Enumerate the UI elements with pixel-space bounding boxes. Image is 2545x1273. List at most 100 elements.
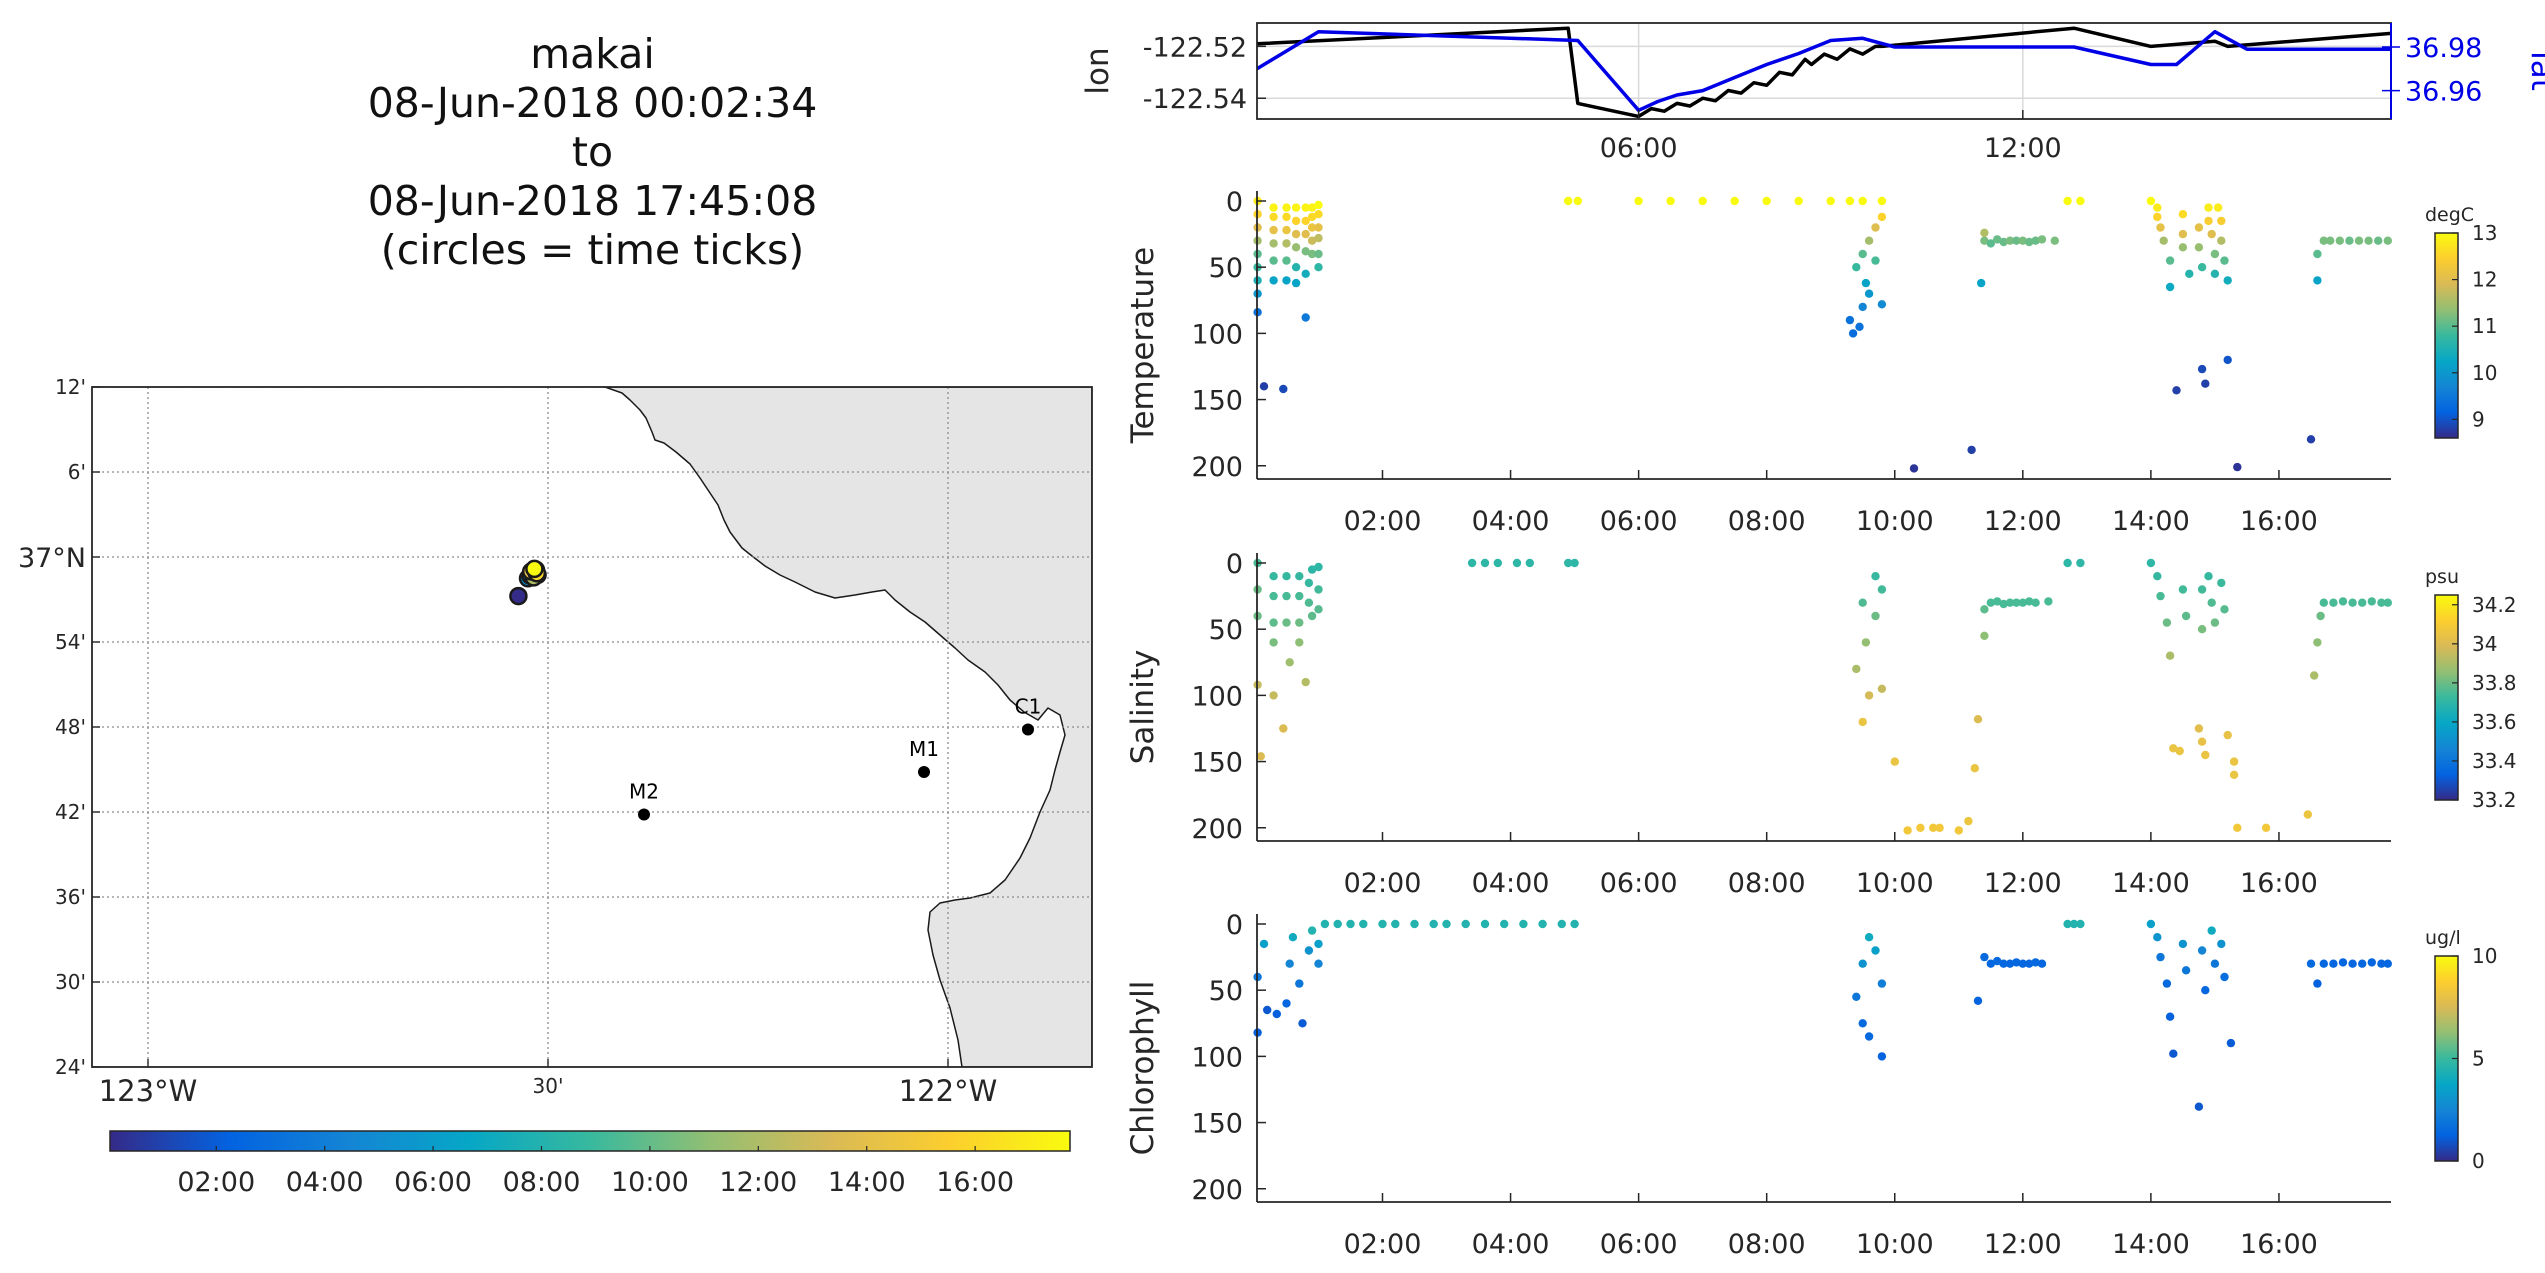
data-point bbox=[2383, 598, 2392, 607]
map-lat-label: 42' bbox=[55, 800, 86, 824]
lon-tick-label: -122.54 bbox=[1143, 84, 1247, 115]
x-tick-label: 02:00 bbox=[1344, 1229, 1422, 1260]
data-point bbox=[2226, 1038, 2236, 1048]
data-point bbox=[2025, 597, 2034, 606]
data-point bbox=[2383, 959, 2392, 968]
data-point bbox=[1256, 752, 1266, 761]
data-point bbox=[2207, 229, 2216, 239]
data-point bbox=[1429, 919, 1438, 929]
x-tick-label: 08:00 bbox=[1728, 506, 1806, 537]
data-point bbox=[1314, 263, 1323, 272]
data-point bbox=[2044, 597, 2053, 606]
time-colorbar-label: 12:00 bbox=[719, 1167, 797, 1198]
x-tick-label: 16:00 bbox=[2240, 868, 2318, 899]
station-label-C1: C1 bbox=[1015, 695, 1042, 719]
time-colorbar bbox=[109, 1130, 1071, 1152]
data-point bbox=[2194, 243, 2204, 252]
data-point bbox=[2220, 605, 2229, 614]
data-point bbox=[2358, 959, 2367, 968]
salinity-section-points bbox=[1253, 558, 2392, 835]
colorbar-tick-label: 34 bbox=[2472, 632, 2497, 656]
data-point bbox=[2194, 724, 2204, 733]
map-lat-label: 54' bbox=[55, 630, 86, 654]
data-point bbox=[1291, 278, 1301, 288]
data-point bbox=[1980, 952, 1989, 962]
data-point bbox=[2153, 203, 2162, 212]
data-point bbox=[1269, 239, 1278, 248]
data-point bbox=[2063, 919, 2072, 929]
data-point bbox=[2217, 216, 2226, 226]
x-tick-label: 04:00 bbox=[1472, 868, 1550, 899]
x-tick-label: 16:00 bbox=[2240, 1229, 2318, 1260]
data-point bbox=[2313, 276, 2322, 285]
data-point bbox=[2213, 203, 2223, 212]
data-point bbox=[2025, 237, 2034, 247]
title-end-time: 08-Jun-2018 17:45:08 bbox=[367, 177, 818, 225]
y-axis-label: Salinity bbox=[1125, 650, 1161, 765]
data-point bbox=[2319, 598, 2328, 607]
data-point bbox=[1977, 278, 1986, 288]
data-point bbox=[1973, 715, 1983, 724]
x-tick-label: 14:00 bbox=[2112, 506, 2190, 537]
data-point bbox=[1512, 558, 1522, 568]
data-point bbox=[1877, 300, 1887, 309]
data-point bbox=[1333, 919, 1342, 929]
data-point bbox=[1986, 239, 1996, 248]
data-point bbox=[1391, 919, 1400, 929]
colorbar-tick-label: 13 bbox=[2472, 221, 2497, 245]
data-point bbox=[1525, 558, 1535, 568]
data-point bbox=[2201, 379, 2210, 388]
data-point bbox=[2165, 282, 2175, 292]
data-point bbox=[1291, 243, 1301, 252]
data-point bbox=[1279, 724, 1288, 733]
data-point bbox=[1871, 946, 1880, 955]
data-point bbox=[1307, 565, 1317, 574]
colorbar-tick-label: 12 bbox=[2472, 268, 2497, 292]
data-point bbox=[1871, 611, 1880, 621]
timeseries-frame bbox=[1256, 22, 2392, 120]
data-point bbox=[1909, 464, 1919, 473]
data-point bbox=[1858, 249, 1867, 259]
data-point bbox=[1307, 223, 1317, 232]
data-point bbox=[2354, 236, 2364, 245]
salinity-section-axes: 0 50 100 150 200 02:00 04:00 06:00 08:00 10:00 12:… bbox=[1125, 549, 2517, 899]
map-lat-label: 30' bbox=[55, 970, 86, 994]
data-point bbox=[1282, 225, 1291, 235]
colorbar-tick-label: 5 bbox=[2472, 1047, 2485, 1071]
data-point bbox=[2217, 578, 2226, 588]
data-point bbox=[1259, 939, 1269, 949]
data-point bbox=[1279, 384, 1288, 394]
data-point bbox=[2338, 958, 2348, 967]
y-axis-label: Chlorophyll bbox=[1125, 981, 1161, 1156]
data-point bbox=[2204, 216, 2213, 226]
x-tick-label: 04:00 bbox=[1472, 506, 1550, 537]
data-point bbox=[1877, 684, 1887, 693]
x-tick-label: 12:00 bbox=[1984, 868, 2062, 899]
data-point bbox=[2031, 236, 2040, 245]
data-point bbox=[1698, 196, 1707, 206]
data-point bbox=[1301, 216, 1310, 226]
y-tick-label: 100 bbox=[1191, 1042, 1243, 1073]
x-tick-label: 06:00 bbox=[1600, 506, 1678, 537]
colorbar-tick-label: 34.2 bbox=[2472, 593, 2517, 617]
data-point bbox=[2201, 986, 2210, 995]
data-point bbox=[2076, 558, 2085, 568]
data-point bbox=[1346, 919, 1355, 929]
data-point bbox=[1858, 1019, 1867, 1028]
data-point bbox=[2377, 598, 2386, 607]
data-point bbox=[2220, 256, 2229, 265]
data-point bbox=[2063, 558, 2072, 568]
data-point bbox=[1964, 816, 1973, 826]
colorbar-unit: ug/l bbox=[2425, 927, 2461, 949]
data-point bbox=[1980, 228, 1989, 237]
time-colorbar-label: 06:00 bbox=[394, 1167, 472, 1198]
time-colorbar-label: 08:00 bbox=[503, 1167, 581, 1198]
data-point bbox=[2146, 196, 2156, 206]
x-tick-label: 12:00 bbox=[1984, 1229, 2062, 1260]
data-point bbox=[2197, 946, 2207, 955]
data-point bbox=[2037, 235, 2047, 244]
data-point bbox=[2069, 919, 2079, 929]
y-tick-label: 50 bbox=[1209, 253, 1243, 284]
data-point bbox=[1855, 322, 1864, 331]
data-point bbox=[2156, 591, 2165, 601]
